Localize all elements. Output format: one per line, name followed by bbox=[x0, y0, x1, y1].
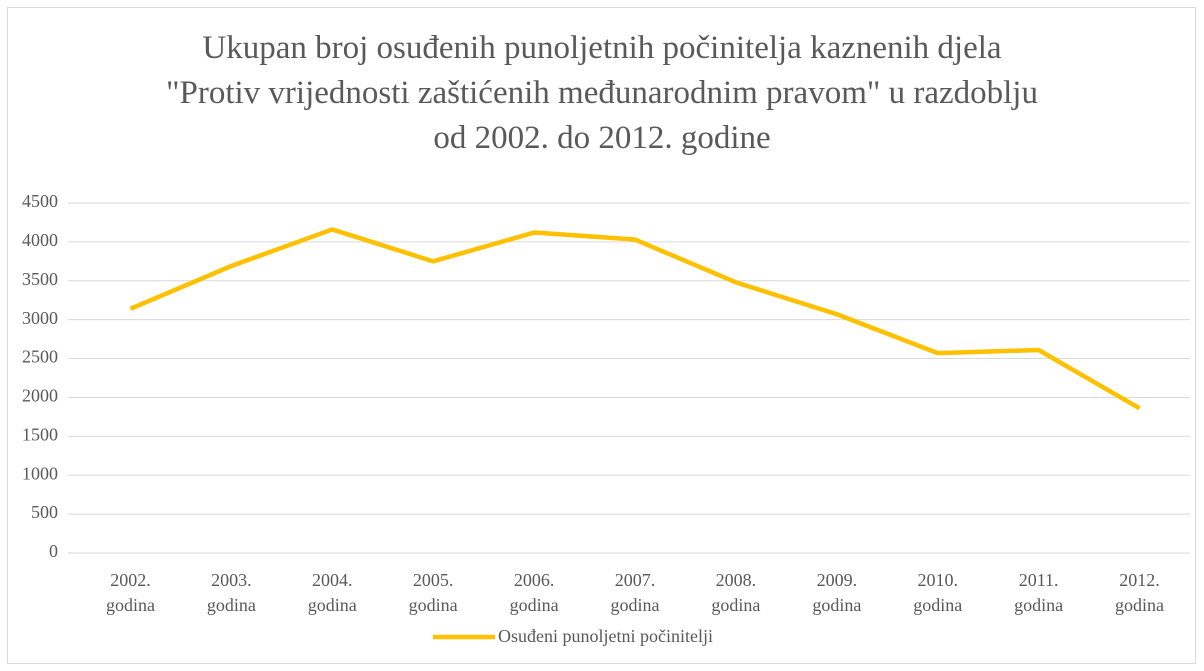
y-tick-label: 2500 bbox=[22, 347, 58, 367]
y-tick-label: 500 bbox=[31, 502, 58, 522]
x-tick-label: 2009. godina bbox=[812, 570, 861, 615]
chart-title: Ukupan broj osuđenih punoljetnih počinit… bbox=[166, 30, 1038, 156]
x-tick-label: 2008. godina bbox=[711, 570, 760, 615]
x-tick-label: 2010. godina bbox=[913, 570, 962, 615]
y-tick-label: 3500 bbox=[22, 269, 58, 289]
x-tick-label: 2006. godina bbox=[510, 570, 559, 615]
legend-label: Osuđeni punoljetni počinitelji bbox=[498, 626, 713, 646]
y-tick-label: 1500 bbox=[22, 424, 58, 444]
x-tick-label: 2002. godina bbox=[106, 570, 155, 615]
y-tick-label: 4000 bbox=[22, 230, 58, 250]
y-tick-label: 0 bbox=[49, 541, 58, 561]
y-tick-label: 3000 bbox=[22, 308, 58, 328]
y-tick-label: 4500 bbox=[22, 191, 58, 211]
x-tick-label: 2005. godina bbox=[409, 570, 458, 615]
chart-border bbox=[7, 7, 1196, 664]
line-series bbox=[129, 227, 1141, 411]
y-tick-label: 2000 bbox=[22, 386, 58, 406]
x-tick-label: 2003. godina bbox=[207, 570, 256, 615]
x-tick-label: 2011. godina bbox=[1014, 570, 1063, 615]
x-tick-label: 2007. godina bbox=[611, 570, 660, 615]
y-tick-label: 1000 bbox=[22, 463, 58, 483]
x-tick-label: 2004. godina bbox=[308, 570, 357, 615]
x-tick-label: 2012. godina bbox=[1115, 570, 1164, 615]
